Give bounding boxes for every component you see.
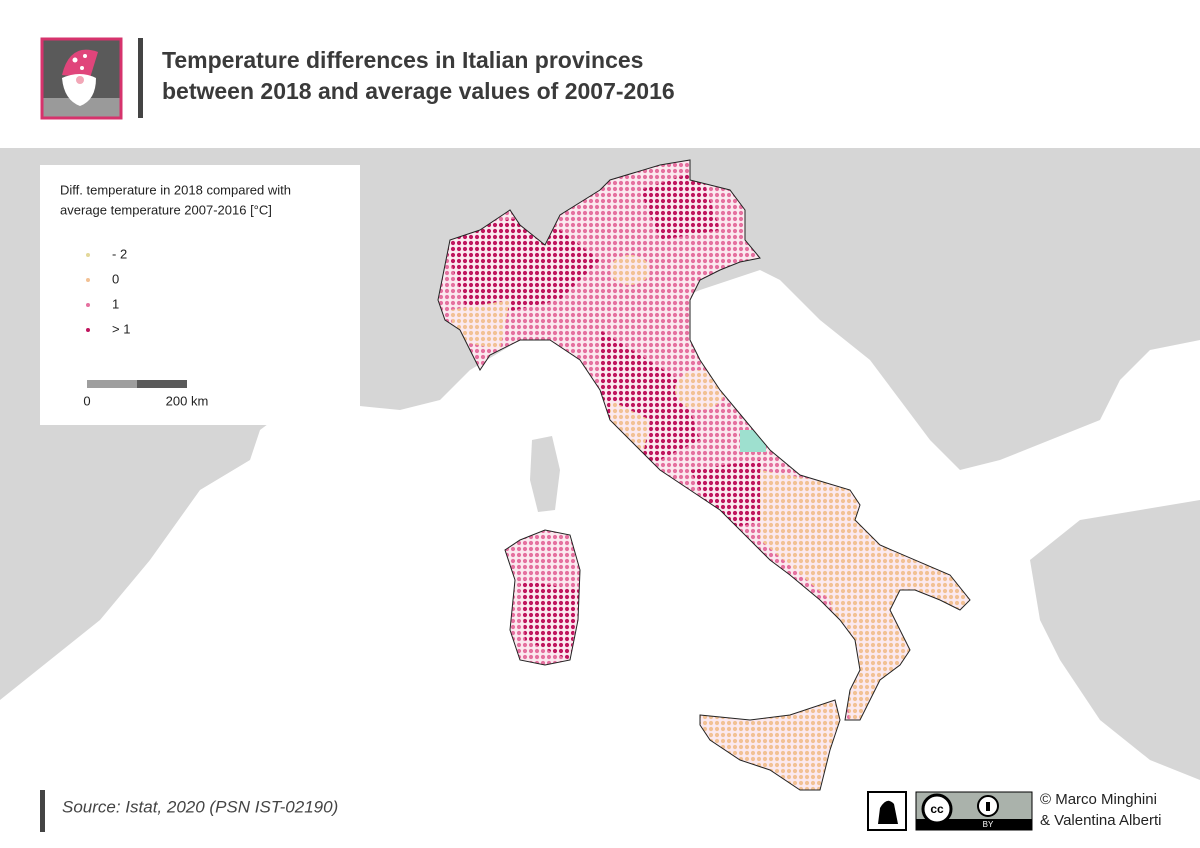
land-balkans xyxy=(1030,500,1200,780)
legend-title: Diff. temperature in 2018 compared with xyxy=(60,182,291,197)
cc-badge: cc xyxy=(915,791,1033,831)
province-area-high xyxy=(440,170,770,660)
legend-label: 1 xyxy=(112,296,119,311)
legend-label: > 1 xyxy=(112,321,130,336)
header-bg xyxy=(0,0,1200,148)
source: Source: Istat, 2020 (PSN IST-02190) xyxy=(62,797,338,816)
author-icon xyxy=(867,791,907,831)
legend-label: 0 xyxy=(112,271,119,286)
legend-swatch xyxy=(86,253,90,257)
credits: & Valentina Alberti xyxy=(1040,812,1161,829)
legend-swatch xyxy=(86,278,90,282)
source-bar xyxy=(40,790,45,832)
title: Temperature differences in Italian provi… xyxy=(162,47,643,73)
logo xyxy=(40,37,123,120)
title: between 2018 and average values of 2007-… xyxy=(162,78,675,104)
credits: © Marco Minghini xyxy=(1040,791,1157,808)
scale-label: 200 km xyxy=(166,393,209,408)
license-label: BY xyxy=(983,820,994,829)
svg-text:cc: cc xyxy=(930,802,944,816)
legend-label: - 2 xyxy=(112,246,127,261)
legend-swatch xyxy=(86,328,90,332)
land-corsica xyxy=(530,436,560,512)
title-bar xyxy=(138,38,143,118)
legend-items: - 2 0 1 > 1 xyxy=(86,246,130,336)
legend-title: average temperature 2007-2016 [°C] xyxy=(60,202,272,217)
scale-bar xyxy=(87,380,187,388)
legend-swatch xyxy=(86,303,90,307)
scale-label: 0 xyxy=(83,393,90,408)
coastline xyxy=(437,159,971,791)
